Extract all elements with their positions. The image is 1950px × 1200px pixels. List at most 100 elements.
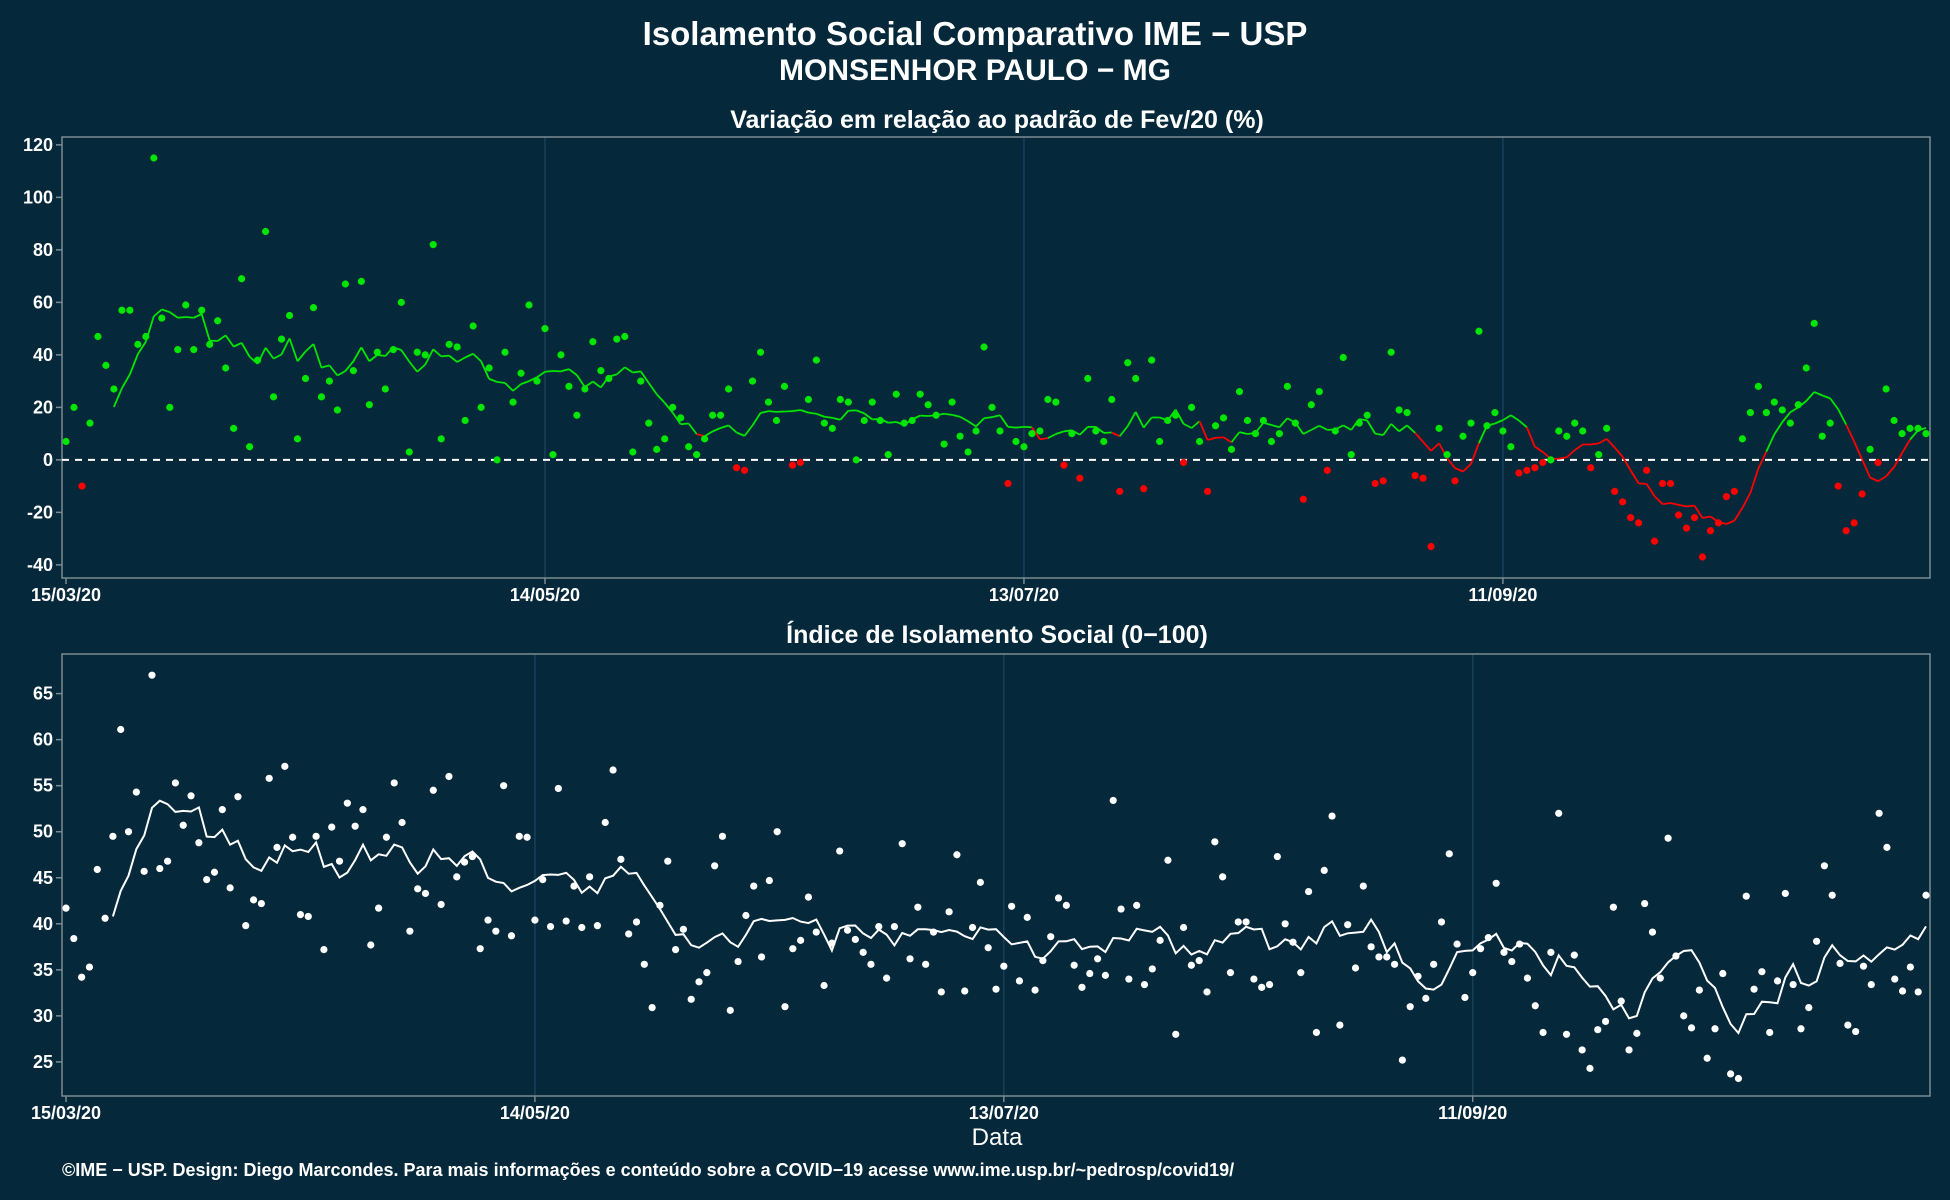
moving-average-segment bbox=[1629, 469, 1640, 484]
moving-average-segment bbox=[808, 411, 817, 415]
data-point bbox=[664, 857, 672, 865]
data-point bbox=[1305, 887, 1313, 896]
data-point bbox=[203, 876, 211, 884]
data-point bbox=[565, 382, 573, 390]
moving-average-segment bbox=[1653, 495, 1664, 505]
data-point bbox=[932, 411, 940, 419]
data-point bbox=[984, 944, 992, 952]
data-point bbox=[1116, 487, 1124, 495]
data-point bbox=[724, 385, 733, 393]
data-point bbox=[961, 987, 969, 995]
data-point bbox=[1515, 469, 1523, 477]
data-point bbox=[1531, 1002, 1539, 1010]
data-point bbox=[1719, 969, 1727, 978]
data-point bbox=[1062, 901, 1070, 909]
moving-average-segment bbox=[648, 382, 658, 395]
data-point bbox=[1523, 466, 1531, 474]
data-point bbox=[1427, 542, 1435, 551]
moving-average-segment bbox=[855, 409, 865, 415]
data-point bbox=[1004, 479, 1012, 488]
data-point bbox=[1595, 451, 1603, 459]
moving-average-segment bbox=[113, 387, 123, 408]
y-tick-label: 30 bbox=[33, 1006, 53, 1026]
data-point bbox=[740, 466, 749, 474]
data-point bbox=[351, 822, 359, 830]
data-point bbox=[1499, 427, 1507, 435]
data-point bbox=[1601, 1017, 1610, 1026]
data-point bbox=[671, 945, 680, 954]
moving-average-segment bbox=[1645, 483, 1656, 497]
moving-average-segment bbox=[1382, 423, 1392, 436]
data-point bbox=[916, 390, 924, 398]
data-point bbox=[1387, 348, 1395, 356]
variation-panel: 15/03/20 14/05/20 13/07/20 11/09/20 -40 -20 0 2… bbox=[23, 135, 1931, 605]
moving-average-segment bbox=[656, 393, 666, 404]
data-point bbox=[101, 914, 109, 922]
data-point bbox=[285, 311, 294, 320]
moving-average-segment bbox=[1510, 414, 1520, 422]
data-point bbox=[1467, 419, 1475, 427]
data-point bbox=[656, 901, 664, 909]
data-point bbox=[773, 828, 781, 836]
data-point bbox=[716, 411, 725, 419]
data-point bbox=[273, 843, 281, 851]
data-point bbox=[1690, 514, 1699, 522]
data-point bbox=[1291, 419, 1299, 427]
data-point bbox=[882, 974, 891, 982]
moving-average-segment bbox=[632, 370, 641, 374]
data-point bbox=[140, 867, 148, 875]
moving-average-segment bbox=[975, 417, 985, 428]
data-point bbox=[531, 916, 539, 924]
data-point bbox=[1211, 422, 1220, 430]
moving-average-segment bbox=[959, 415, 969, 423]
data-point bbox=[281, 762, 289, 770]
data-point bbox=[1562, 1030, 1571, 1038]
data-point bbox=[230, 424, 238, 432]
moving-average-segment bbox=[1590, 442, 1599, 446]
data-point bbox=[214, 317, 222, 325]
data-point bbox=[820, 419, 828, 427]
data-point bbox=[1219, 873, 1227, 881]
data-point bbox=[1250, 975, 1258, 983]
data-point bbox=[796, 458, 805, 467]
moving-average-segment bbox=[1534, 445, 1544, 453]
data-point bbox=[890, 922, 899, 931]
moving-average-segment bbox=[1781, 411, 1791, 423]
data-point bbox=[820, 981, 828, 990]
moving-average-segment bbox=[712, 427, 721, 433]
x-tick-label: 13/07/20 bbox=[989, 585, 1059, 605]
data-point bbox=[398, 818, 406, 827]
data-point bbox=[413, 348, 421, 356]
data-point bbox=[142, 332, 150, 341]
data-point bbox=[429, 786, 437, 794]
data-point bbox=[1627, 514, 1635, 522]
data-point bbox=[929, 928, 938, 936]
data-point bbox=[1734, 1074, 1743, 1083]
data-point bbox=[976, 878, 984, 886]
data-point bbox=[373, 348, 381, 356]
moving-average-segment bbox=[943, 412, 953, 416]
moving-average-segment bbox=[1621, 456, 1632, 471]
data-point bbox=[1028, 430, 1036, 438]
data-point bbox=[1312, 1028, 1321, 1037]
data-point bbox=[62, 437, 70, 446]
data-point bbox=[389, 346, 397, 354]
data-point bbox=[1635, 519, 1643, 527]
data-point bbox=[70, 934, 78, 943]
moving-average-segment bbox=[456, 356, 466, 363]
data-point bbox=[1012, 437, 1020, 446]
moving-average-segment bbox=[1749, 468, 1760, 494]
data-point bbox=[1818, 432, 1826, 440]
data-point bbox=[750, 882, 758, 890]
data-point bbox=[1453, 940, 1461, 948]
data-point bbox=[1320, 866, 1328, 874]
data-point bbox=[1891, 975, 1899, 983]
moving-average-segment bbox=[888, 421, 897, 424]
moving-average-segment bbox=[416, 363, 426, 373]
data-point bbox=[174, 346, 182, 354]
data-point bbox=[677, 414, 685, 422]
x-tick-label: 14/05/20 bbox=[500, 1103, 570, 1123]
data-point bbox=[581, 385, 589, 393]
data-point bbox=[1124, 359, 1132, 367]
moving-average-segment bbox=[464, 352, 474, 359]
